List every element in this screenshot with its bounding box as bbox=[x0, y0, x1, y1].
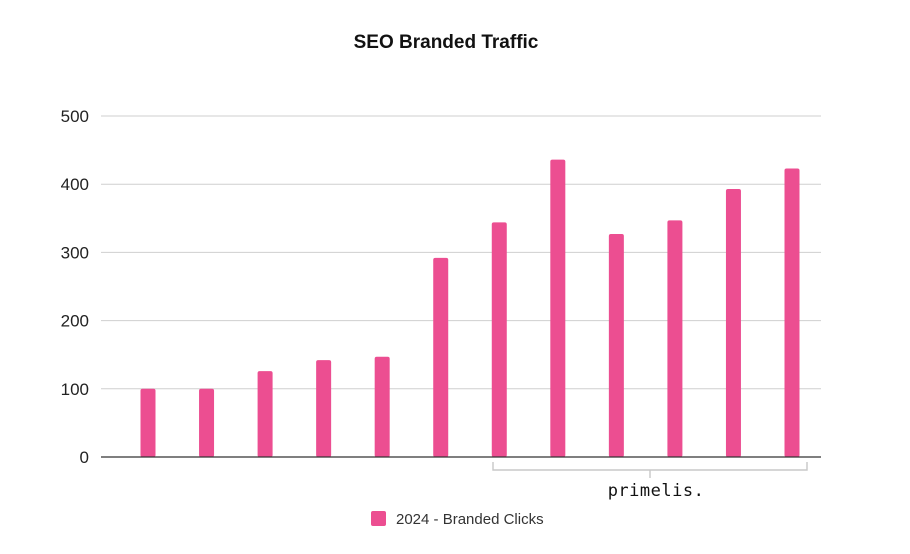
bar bbox=[433, 257, 449, 457]
bar bbox=[667, 220, 683, 457]
bars bbox=[140, 159, 800, 457]
y-tick-label: 200 bbox=[61, 312, 89, 331]
y-tick-label: 300 bbox=[61, 243, 89, 262]
brand-logo-text: primelis. bbox=[608, 481, 705, 501]
legend-swatch bbox=[371, 511, 386, 526]
bar bbox=[608, 233, 624, 457]
y-tick-label: 500 bbox=[61, 107, 89, 126]
bar bbox=[316, 360, 332, 457]
bar bbox=[491, 222, 507, 457]
brand-watermark: primelis. bbox=[492, 462, 808, 501]
bar bbox=[374, 356, 390, 457]
brand-bracket bbox=[492, 462, 808, 478]
y-axis-ticks: 0 100 200 300 400 500 bbox=[61, 107, 89, 467]
bar bbox=[199, 388, 215, 457]
bar bbox=[257, 371, 273, 457]
legend-label: 2024 - Branded Clicks bbox=[396, 511, 544, 528]
y-tick-label: 0 bbox=[80, 448, 89, 467]
y-tick-label: 100 bbox=[61, 380, 89, 399]
bar bbox=[140, 388, 156, 457]
bar bbox=[550, 159, 566, 457]
y-tick-label: 400 bbox=[61, 175, 89, 194]
bar bbox=[784, 168, 800, 457]
legend: 2024 - Branded Clicks bbox=[371, 511, 544, 528]
gridlines bbox=[101, 115, 821, 390]
chart-title: SEO Branded Traffic bbox=[354, 32, 539, 53]
bar bbox=[725, 188, 741, 457]
